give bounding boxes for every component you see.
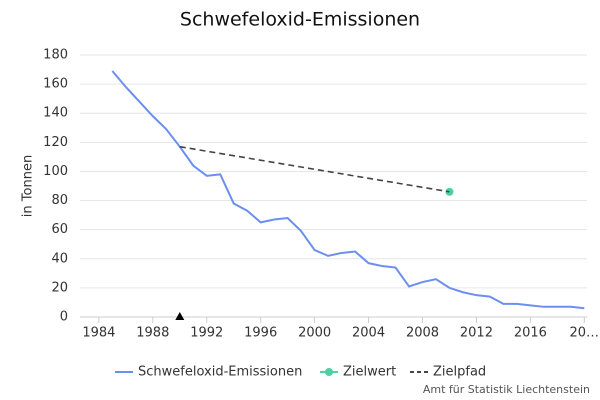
y-tick-label: 80: [51, 193, 68, 208]
y-tick-label: 20: [51, 280, 68, 295]
source: Amt für Statistik Liechtenstein: [423, 383, 590, 396]
x-tick-label: 2012: [460, 326, 493, 341]
x-tick-label: 1988: [136, 326, 169, 341]
y-tick-label: 60: [51, 222, 68, 237]
x-tick-label: 1996: [244, 326, 277, 341]
x-tick-label: 1984: [82, 326, 115, 341]
series-line: [111, 70, 585, 310]
x-tick-label: 20…: [570, 326, 600, 341]
x-tick-label: 1992: [190, 326, 223, 341]
x-tick-label: 2016: [514, 326, 547, 341]
y-tick-label: 180: [43, 48, 68, 63]
y-axis-label: in Tonnen: [21, 155, 36, 217]
x-tick-label: 2008: [406, 326, 439, 341]
legend-label: Schwefeloxid-Emissionen: [138, 365, 302, 380]
target-path: [179, 145, 450, 193]
y-tick-label: 140: [43, 106, 68, 121]
y-tick-label: 0: [60, 310, 68, 325]
y-tick-label: 40: [51, 251, 68, 266]
annotation-marker: [175, 312, 185, 320]
y-tick-label: 160: [43, 77, 68, 92]
y-tick-label: 120: [43, 135, 68, 150]
legend-label: Zielwert: [343, 365, 396, 380]
chart-title: Schwefeloxid-Emissionen: [180, 9, 420, 31]
legend-dot: [325, 368, 333, 376]
legend-label: Zielpfad: [433, 365, 486, 380]
y-tick-label: 100: [43, 164, 68, 179]
x-tick-label: 2004: [352, 326, 385, 341]
x-tick-label: 2000: [298, 326, 331, 341]
